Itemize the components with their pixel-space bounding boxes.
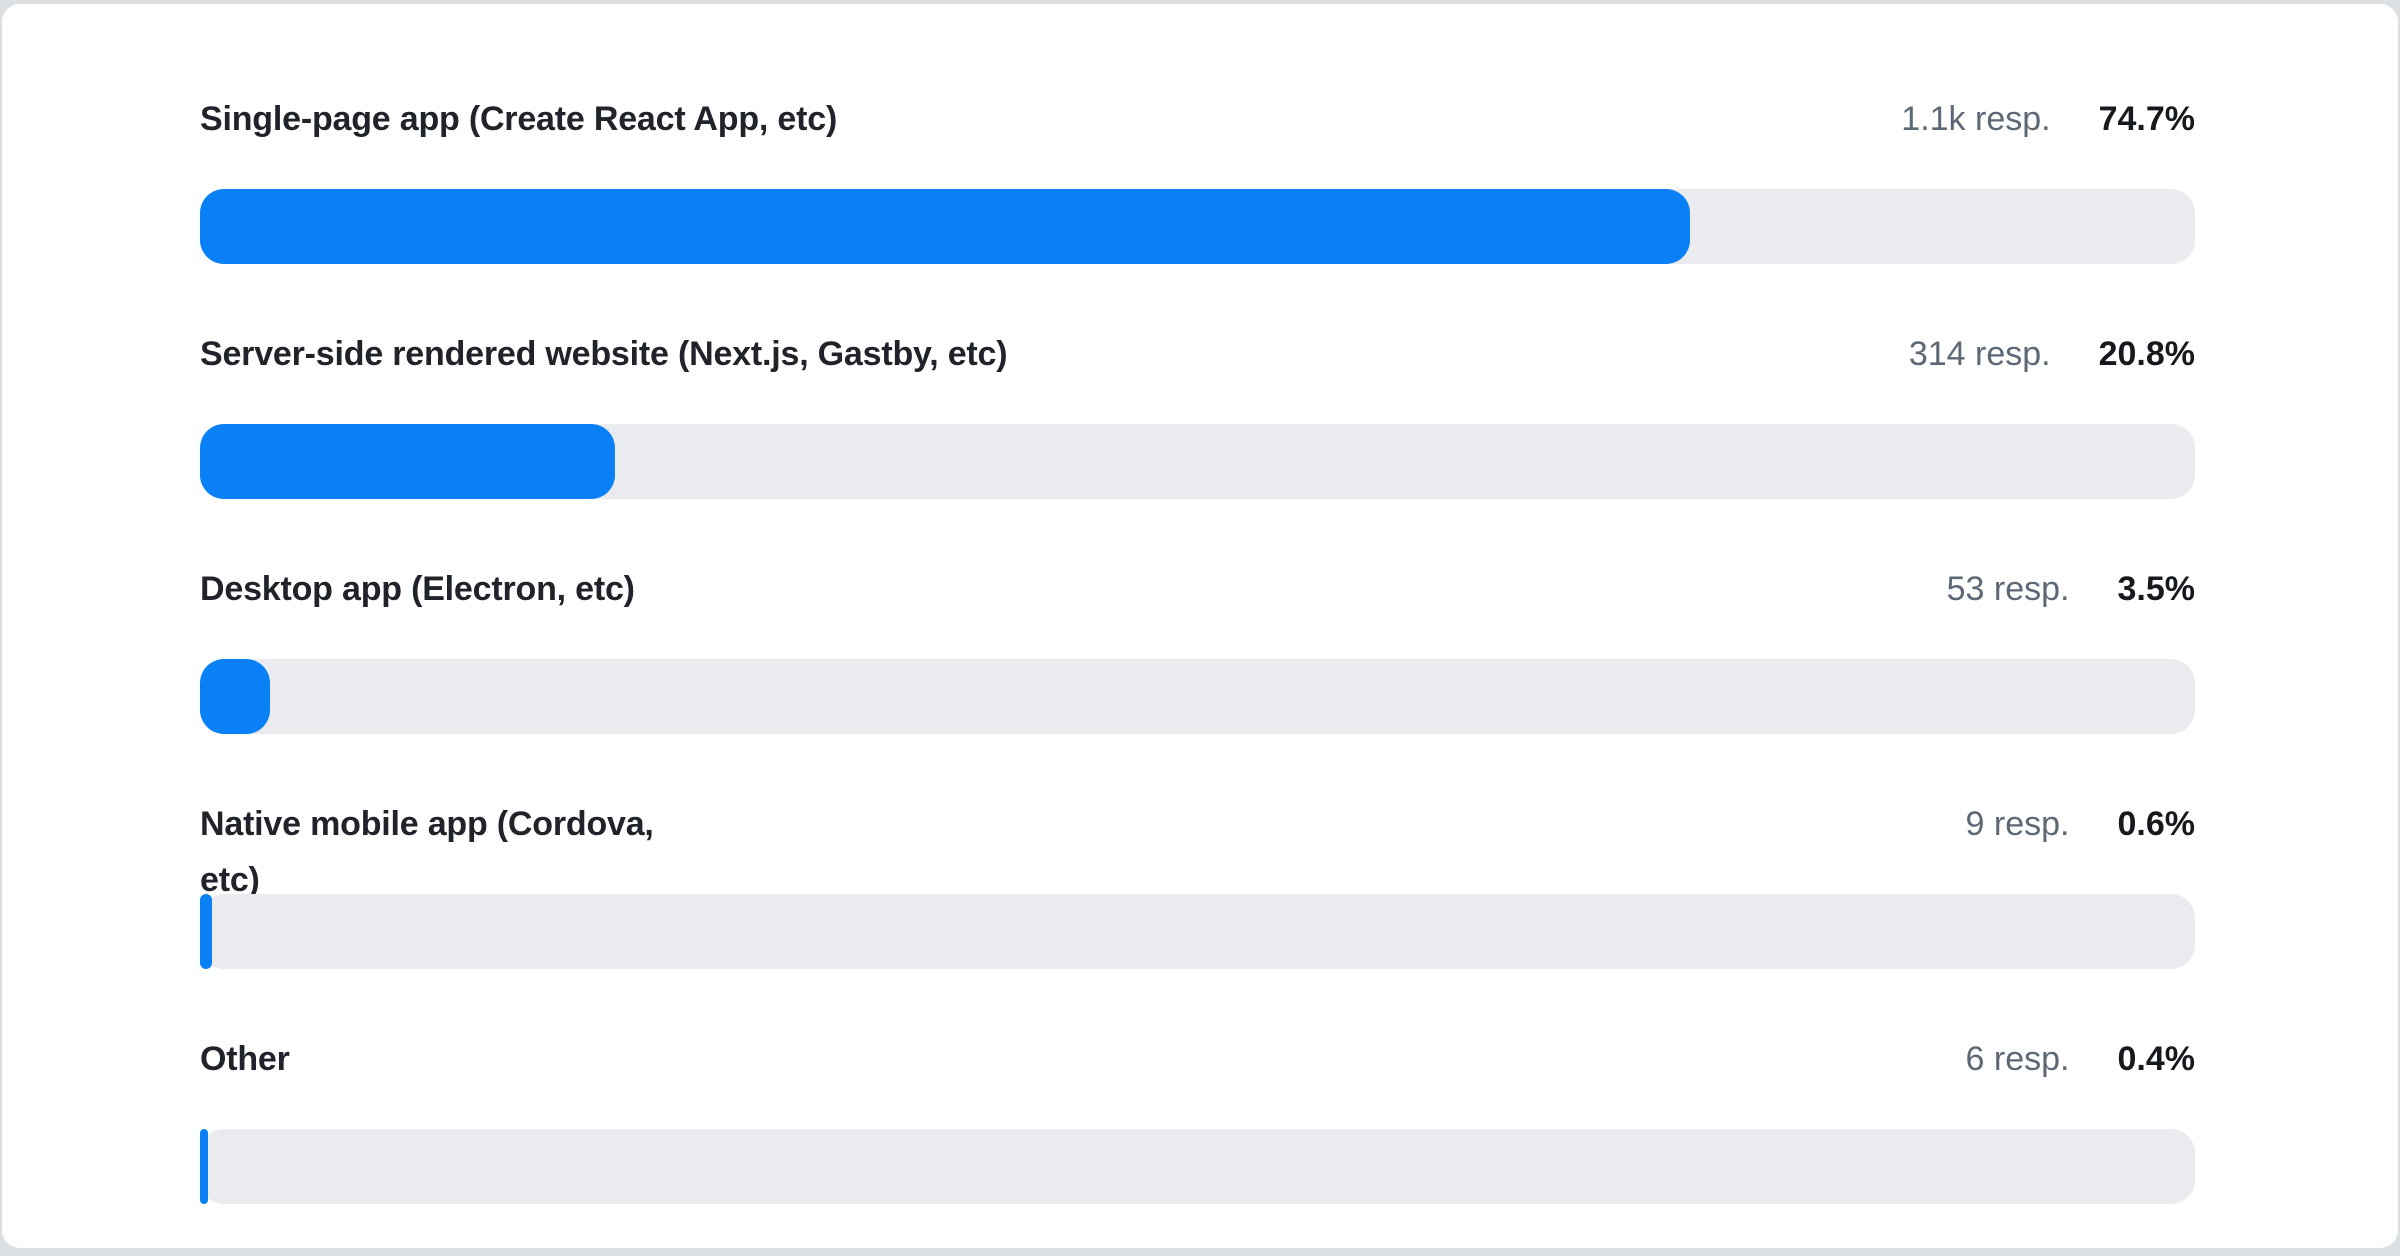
response-count: 9 resp. <box>1965 805 2070 843</box>
row-numbers: 6 resp. 0.4% <box>1966 1031 2195 1087</box>
row-header: Other 6 resp. 0.4% <box>200 1031 2195 1087</box>
survey-bar-row: Other 6 resp. 0.4% <box>200 1031 2195 1204</box>
survey-bar-row: Server-side rendered website (Next.js, G… <box>200 326 2195 499</box>
row-numbers: 53 resp. 3.5% <box>1947 561 2195 617</box>
chart-rows: Single-page app (Create React App, etc) … <box>2 4 2398 1204</box>
row-header: Single-page app (Create React App, etc) … <box>200 91 2195 147</box>
bar-fill <box>200 424 615 499</box>
percent-value: 0.4% <box>2117 1040 2196 1078</box>
bar-fill <box>200 1129 208 1204</box>
percent-value: 3.5% <box>2117 570 2196 608</box>
percent-value: 74.7% <box>2098 100 2195 138</box>
bar-fill <box>200 189 1691 264</box>
row-header: Native mobile app (Cordova, etc) 9 resp.… <box>200 796 2195 899</box>
bar-track <box>200 894 2195 969</box>
survey-bar-row: Native mobile app (Cordova, etc) 9 resp.… <box>200 796 2195 969</box>
response-count: 6 resp. <box>1965 1040 2070 1078</box>
bar-fill <box>200 659 270 734</box>
row-numbers: 9 resp. 0.6% <box>1966 796 2195 852</box>
answer-label: Single-page app (Create React App, etc) <box>200 100 838 138</box>
bar-track <box>200 659 2195 734</box>
bar-fill <box>200 894 212 969</box>
response-count: 1.1k resp. <box>1901 100 2051 138</box>
answer-label: Native mobile app (Cordova, etc) <box>200 805 654 899</box>
answer-label: Other <box>200 1040 290 1078</box>
row-header: Server-side rendered website (Next.js, G… <box>200 326 2195 382</box>
answer-label: Desktop app (Electron, etc) <box>200 570 635 608</box>
survey-bar-row: Single-page app (Create React App, etc) … <box>200 91 2195 264</box>
percent-value: 0.6% <box>2117 805 2196 843</box>
bar-track <box>200 1129 2195 1204</box>
answer-label: Server-side rendered website (Next.js, G… <box>200 335 1008 373</box>
row-header: Desktop app (Electron, etc) 53 resp. 3.5… <box>200 561 2195 617</box>
bar-track <box>200 189 2195 264</box>
percent-value: 20.8% <box>2098 335 2195 373</box>
survey-results-card: Single-page app (Create React App, etc) … <box>2 4 2398 1248</box>
bar-track <box>200 424 2195 499</box>
survey-bar-row: Desktop app (Electron, etc) 53 resp. 3.5… <box>200 561 2195 734</box>
response-count: 53 resp. <box>1946 570 2070 608</box>
row-numbers: 1.1k resp. 74.7% <box>1901 91 2195 147</box>
response-count: 314 resp. <box>1908 335 2051 373</box>
row-numbers: 314 resp. 20.8% <box>1909 326 2195 382</box>
